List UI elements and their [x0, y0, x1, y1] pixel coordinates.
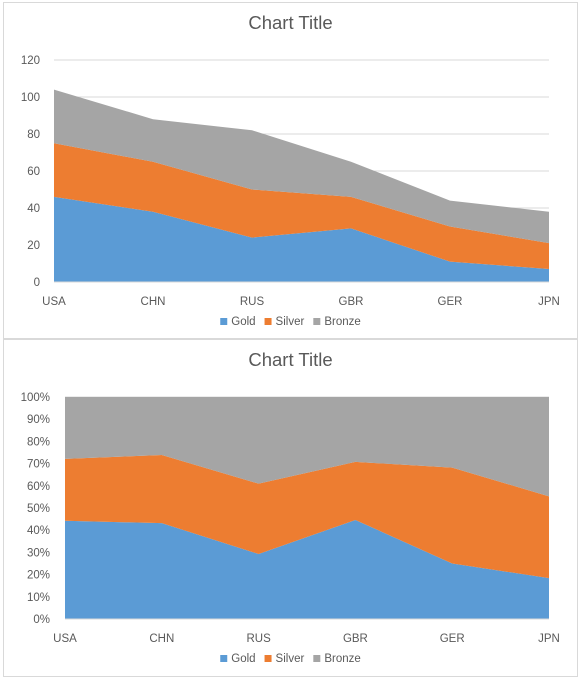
- area-gold: [65, 519, 549, 619]
- x-tick-label: GBR: [339, 296, 364, 308]
- chart-title: Chart Title: [248, 12, 332, 33]
- stacked-area-chart: Chart Title 0 20 40 60 80 100 120 USA CHN RUS GBR GE…: [21, 12, 560, 328]
- chart-panel-counts: Chart Title 0 20 40 60 80 100 120 USA CHN RUS GBR GE…: [3, 2, 578, 339]
- y-tick-label: 80: [27, 129, 40, 141]
- x-tick-label: GER: [440, 633, 465, 645]
- x-tick-label: JPN: [538, 296, 560, 308]
- x-tick-label: JPN: [538, 633, 560, 645]
- legend-label-silver: Silver: [276, 316, 305, 328]
- legend-swatch-silver: [264, 655, 272, 662]
- legend-swatch-gold: [220, 655, 228, 662]
- legend-label-gold: Gold: [231, 653, 255, 665]
- legend-swatch-bronze: [313, 318, 321, 325]
- x-tick-label: CHN: [141, 296, 166, 308]
- area-silver: [65, 455, 549, 579]
- y-tick-label: 0%: [33, 614, 50, 626]
- x-tick-label: GER: [438, 296, 463, 308]
- legend-label-gold: Gold: [231, 316, 255, 328]
- chart-title: Chart Title: [248, 349, 332, 370]
- y-tick-label: 10%: [27, 592, 50, 604]
- y-tick-label: 90%: [27, 414, 50, 426]
- y-tick-label: 100%: [21, 392, 50, 404]
- x-tick-label: GBR: [343, 633, 368, 645]
- area-bronze: [54, 89, 549, 244]
- y-tick-label: 100: [21, 92, 40, 104]
- legend-swatch-bronze: [313, 655, 321, 662]
- x-tick-label: USA: [53, 633, 77, 645]
- y-tick-label: 30%: [27, 547, 50, 559]
- y-tick-label: 70%: [27, 459, 50, 471]
- y-tick-label: 40%: [27, 525, 50, 537]
- y-tick-label: 120: [21, 55, 40, 67]
- y-tick-label: 50%: [27, 503, 50, 515]
- x-tick-label: USA: [42, 296, 66, 308]
- legend-label-silver: Silver: [276, 653, 305, 665]
- y-tick-label: 60%: [27, 481, 50, 493]
- legend: Gold Silver Bronze: [220, 316, 361, 328]
- area-silver: [54, 143, 549, 270]
- chart-panel-percent: Chart Title 0% 10% 20% 30% 40% 50% 60% 70% 80% 90%…: [3, 339, 578, 677]
- x-tick-label: RUS: [246, 633, 271, 645]
- legend-swatch-silver: [264, 318, 272, 325]
- legend-label-bronze: Bronze: [324, 653, 360, 665]
- area-bronze: [65, 397, 549, 497]
- x-tick-label: CHN: [149, 633, 174, 645]
- legend-swatch-gold: [220, 318, 228, 325]
- x-tick-label: RUS: [240, 296, 265, 308]
- legend-label-bronze: Bronze: [324, 316, 360, 328]
- y-tick-label: 0: [34, 277, 40, 289]
- percent-stacked-area-chart: Chart Title 0% 10% 20% 30% 40% 50% 60% 70% 80% 90%…: [21, 349, 560, 665]
- y-tick-label: 20: [27, 240, 40, 252]
- y-tick-label: 80%: [27, 436, 50, 448]
- legend: Gold Silver Bronze: [220, 653, 361, 665]
- area-gold: [54, 196, 549, 282]
- y-tick-label: 20%: [27, 570, 50, 582]
- y-tick-label: 40: [27, 203, 40, 215]
- y-tick-label: 60: [27, 166, 40, 178]
